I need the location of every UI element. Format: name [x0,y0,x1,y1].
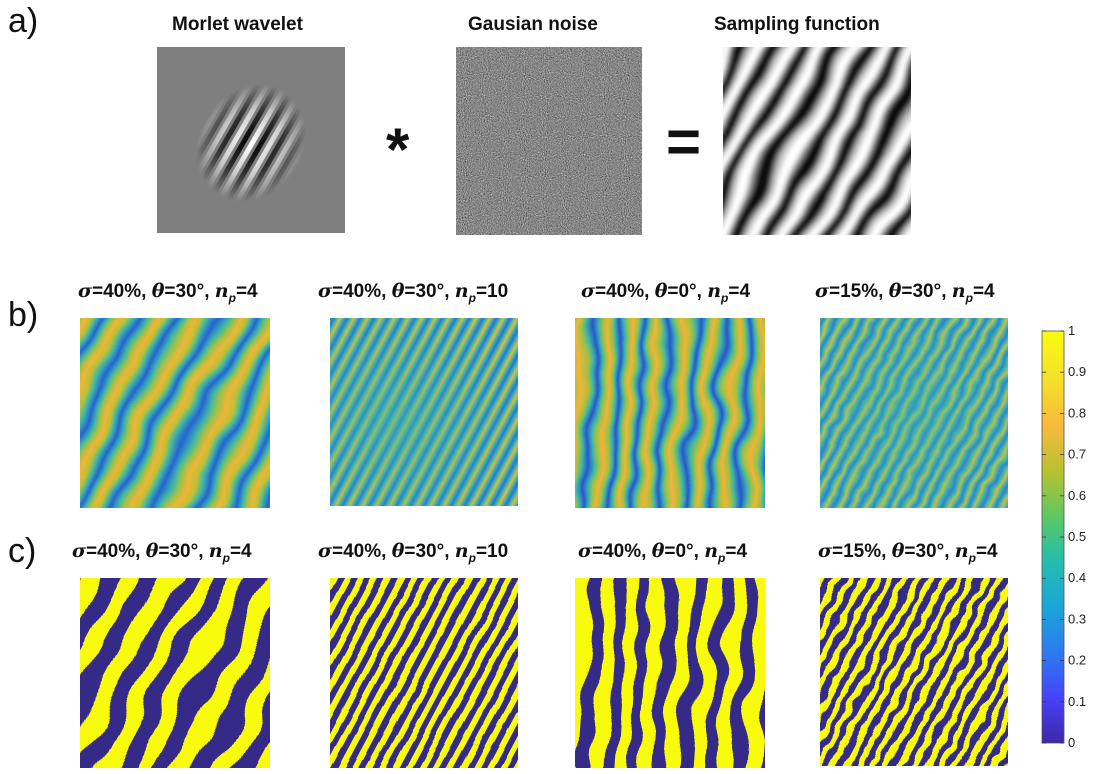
n-subscript: p [721,290,729,305]
n-subscript: p [718,550,726,565]
panel-label-c: c) [8,532,37,570]
row-c-title-2: σ=40%, θ=30°, np=10 [318,540,508,565]
colorbar-tick-label: 0 [1068,735,1075,750]
n-value: =10 [475,281,509,302]
colorbar-tick-label: 0.9 [1068,364,1086,379]
n-symbol: n [707,280,722,302]
colorbar-tick-label: 0.8 [1068,405,1086,420]
noise-title: Gausian noise [468,14,598,35]
n-subscript: p [228,290,236,305]
sigma-symbol: σ [72,540,87,562]
theta-symbol: θ [891,540,905,562]
row-b-title-3: σ=40%, θ=0°, np=4 [581,280,750,305]
n-value: =10 [475,541,509,562]
theta-value: =30°, [404,281,455,302]
n-value: =4 [728,281,751,302]
colorbar-tick-label: 0.3 [1068,611,1086,626]
n-symbol: n [454,540,469,562]
sigma-symbol: σ [578,540,593,562]
sampling-title: Sampling function [714,14,880,35]
theta-value: =30°, [904,541,955,562]
theta-symbol: θ [391,540,405,562]
theta-value: =0°, [667,281,708,302]
continuous-field-4 [820,318,1008,508]
sigma-value: =40%, [332,281,392,302]
n-subscript: p [965,290,973,305]
theta-value: =0°, [664,541,705,562]
colorbar-tick-label: 0.4 [1068,570,1086,585]
morlet-wavelet-image [157,47,345,233]
sigma-symbol: σ [318,280,333,302]
colorbar-tick-label: 1 [1068,326,1075,338]
sigma-value: =15%, [832,541,892,562]
theta-symbol: θ [654,280,668,302]
n-symbol: n [951,280,966,302]
panel-label-b: b) [8,296,39,334]
sampling-function-image [723,47,911,235]
sigma-value: =40%, [86,541,146,562]
sigma-symbol: σ [78,280,93,302]
gaussian-noise-image [456,47,642,235]
sigma-value: =40%, [92,281,152,302]
theta-symbol: θ [391,280,405,302]
theta-symbol: θ [145,540,159,562]
row-b-title-1: σ=40%, θ=30°, np=4 [78,280,258,305]
theta-value: =30°, [404,541,455,562]
n-subscript: p [968,550,976,565]
sigma-value: =40%, [332,541,392,562]
equals-operator: = [666,108,702,175]
theta-symbol: θ [151,280,165,302]
n-value: =4 [235,281,258,302]
sigma-value: =40%, [595,281,655,302]
theta-value: =30°, [158,541,209,562]
row-c-title-3: σ=40%, θ=0°, np=4 [578,540,747,565]
convolution-operator: * [386,116,410,183]
sigma-symbol: σ [815,280,830,302]
n-subscript: p [468,550,476,565]
n-value: =4 [972,281,995,302]
sigma-value: =15%, [829,281,889,302]
sigma-symbol: σ [581,280,596,302]
colorbar-tick-label: 0.2 [1068,653,1086,668]
row-b-title-2: σ=40%, θ=30°, np=10 [318,280,508,305]
panel-label-a: a) [8,2,39,40]
colorbar-tick-label: 0.5 [1068,529,1086,544]
n-subscript: p [468,290,476,305]
colorbar-ticks: 1 0.9 0.8 0.7 0.6 0.5 0.4 0.3 0.2 0.1 0 [1042,326,1086,750]
continuous-field-2 [330,318,518,506]
theta-symbol: θ [888,280,902,302]
binary-pattern-2 [330,578,518,768]
colorbar: 1 0.9 0.8 0.7 0.6 0.5 0.4 0.3 0.2 0.1 0 [1041,326,1086,750]
n-symbol: n [208,540,223,562]
binary-pattern-3 [575,578,765,768]
row-b-title-4: σ=15%, θ=30°, np=4 [815,280,995,305]
n-subscript: p [222,550,230,565]
n-symbol: n [704,540,719,562]
colorbar-tick-label: 0.7 [1068,447,1086,462]
theta-symbol: θ [651,540,665,562]
binary-pattern-1 [80,578,270,768]
n-symbol: n [454,280,469,302]
n-value: =4 [229,541,252,562]
morlet-title: Morlet wavelet [172,14,303,35]
n-value: =4 [725,541,748,562]
theta-value: =30°, [164,281,215,302]
colorbar-tick-label: 0.1 [1068,694,1086,709]
n-symbol: n [954,540,969,562]
sigma-value: =40%, [592,541,652,562]
row-c-title-1: σ=40%, θ=30°, np=4 [72,540,252,565]
n-value: =4 [975,541,998,562]
continuous-field-3 [575,318,765,508]
n-symbol: n [214,280,229,302]
sigma-symbol: σ [818,540,833,562]
continuous-field-1 [80,318,270,508]
binary-pattern-4 [820,578,1008,766]
colorbar-tick-label: 0.6 [1068,488,1086,503]
row-c-title-4: σ=15%, θ=30°, np=4 [818,540,998,565]
theta-value: =30°, [901,281,952,302]
sigma-symbol: σ [318,540,333,562]
